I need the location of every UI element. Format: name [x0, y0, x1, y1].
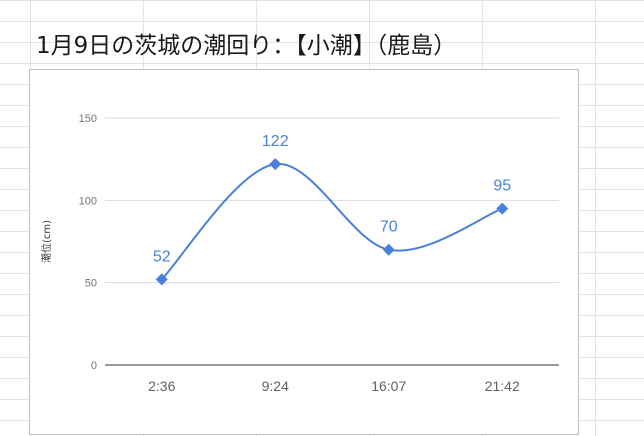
gridlines: [105, 117, 559, 284]
x-tick-label: 2:36: [148, 378, 175, 394]
y-axis-ticks: 0 50 100 150: [79, 113, 97, 372]
x-axis-ticks: 2:36 9:24 16:07 21:42: [148, 378, 520, 394]
page-title: 1月9日の茨城の潮回り：【小潮】（鹿島）: [36, 33, 457, 59]
data-point-marker[interactable]: [269, 158, 282, 171]
data-markers: [155, 158, 509, 286]
series-line: [161, 163, 503, 281]
data-point-marker[interactable]: [155, 273, 168, 286]
y-tick-label: 150: [79, 113, 97, 125]
x-tick-label: 9:24: [262, 378, 289, 394]
y-tick-label: 50: [85, 278, 97, 290]
tide-line-chart: 0 50 100 150 2:36 9:24 16:07 21:42 潮位(cm) 52 12…: [40, 113, 559, 394]
data-value-label: 70: [380, 219, 398, 236]
data-point-marker[interactable]: [496, 202, 509, 215]
y-tick-label: 100: [79, 195, 97, 207]
data-labels: 52 122 70 95: [153, 133, 511, 265]
x-tick-label: 21:42: [485, 378, 520, 394]
data-point-marker[interactable]: [382, 243, 395, 256]
data-value-label: 52: [153, 248, 171, 265]
data-value-label: 95: [493, 178, 511, 195]
chart-card[interactable]: 0 50 100 150 2:36 9:24 16:07 21:42 潮位(cm) 52 12…: [29, 69, 579, 435]
x-tick-label: 16:07: [371, 378, 406, 394]
y-tick-label: 0: [91, 360, 97, 372]
data-value-label: 122: [262, 133, 289, 150]
y-axis-title: 潮位(cm): [40, 220, 53, 263]
